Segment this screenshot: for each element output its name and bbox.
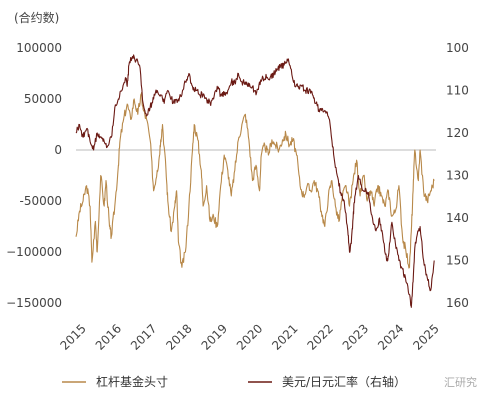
right-tick-label: 110 <box>446 84 469 98</box>
legend: 杠杆基金头寸 美元/日元汇率（右轴） <box>62 374 406 389</box>
x-axis-ticks: 2015 2016 2017 2018 2019 2020 2021 2022 2023 2024… <box>57 321 441 352</box>
x-tick-label: 2019 <box>199 321 230 352</box>
series-lines <box>75 54 435 308</box>
legend-label-usdjpy: 美元/日元汇率（右轴） <box>282 374 406 389</box>
left-axis-ticks: 100000 50000 0 -50000 −100000 −150000 <box>6 41 62 310</box>
watermark: 汇研究 <box>444 375 477 389</box>
x-tick-label: 2024 <box>375 321 406 352</box>
x-tick-label: 2018 <box>163 321 194 352</box>
series-line-1 <box>75 54 435 308</box>
left-tick-label: 100000 <box>16 41 62 55</box>
x-tick-label: 2023 <box>340 321 371 352</box>
right-tick-label: 130 <box>446 169 469 183</box>
left-tick-label: 50000 <box>24 92 62 106</box>
left-tick-label: −150000 <box>6 296 62 310</box>
x-tick-label: 2020 <box>234 321 265 352</box>
x-tick-label: 2016 <box>93 321 124 352</box>
x-tick-label: 2025 <box>410 321 441 352</box>
x-tick-label: 2021 <box>269 321 300 352</box>
left-tick-label: −100000 <box>6 245 62 259</box>
x-tick-label: 2015 <box>57 321 88 352</box>
left-axis-unit-label: (合约数) <box>14 10 59 25</box>
right-tick-label: 160 <box>446 296 469 310</box>
right-tick-label: 150 <box>446 254 469 268</box>
right-tick-label: 120 <box>446 126 469 140</box>
x-tick-label: 2017 <box>128 321 159 352</box>
right-axis-ticks: 100 110 120 130 140 150 160 <box>446 41 469 310</box>
left-tick-label: 0 <box>54 143 62 157</box>
left-tick-label: -50000 <box>19 194 62 208</box>
x-tick-label: 2022 <box>304 321 335 352</box>
right-tick-label: 100 <box>446 41 469 55</box>
right-tick-label: 140 <box>446 211 469 225</box>
series-line-0 <box>75 92 435 269</box>
legend-label-leveraged-funds: 杠杆基金头寸 <box>96 374 168 389</box>
